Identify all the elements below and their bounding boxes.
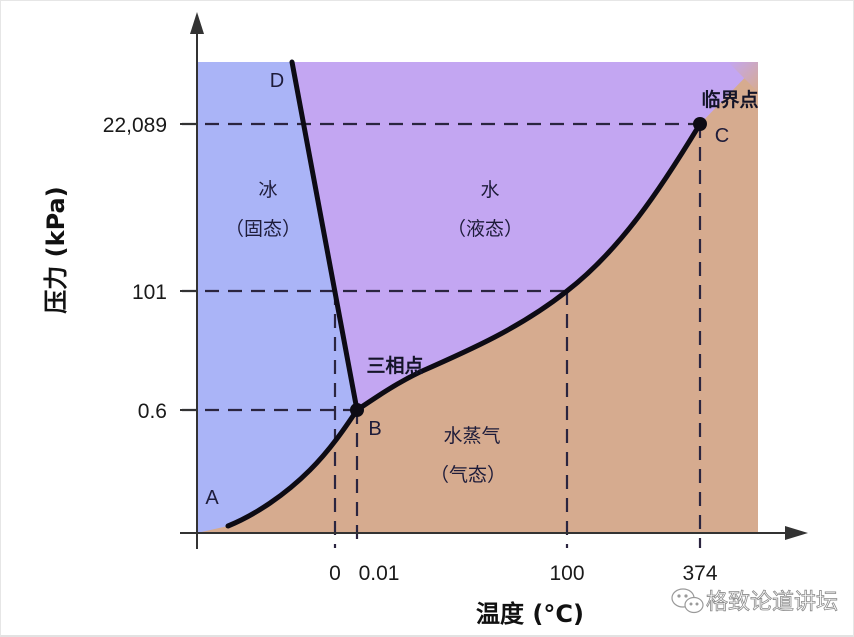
critical-point-marker xyxy=(693,117,707,131)
solid-region-name: 冰 xyxy=(258,179,277,201)
liquid-region-name: 水 xyxy=(480,179,499,201)
point-label-D: D xyxy=(270,70,284,92)
watermark-text: 格致论道讲坛 xyxy=(706,590,838,615)
y-tick-label: 101 xyxy=(132,281,167,304)
x-tick-label: 100 xyxy=(549,562,584,585)
triple-point-label: 三相点 xyxy=(366,355,423,377)
solid-region-state: （固态） xyxy=(225,218,301,240)
sublimation-curve-AB xyxy=(225,407,360,529)
liquid-region-state: （液态） xyxy=(447,218,523,240)
y-tick-label: 22,089 xyxy=(103,114,167,137)
critical-point-label: 临界点 xyxy=(701,88,758,111)
y-tick-label: 0.6 xyxy=(138,400,167,423)
point-label-C: C xyxy=(715,125,729,147)
wechat-icon xyxy=(671,588,704,614)
corner-blend xyxy=(728,62,758,92)
y-axis-arrow-icon xyxy=(190,12,204,34)
y-axis-title: 压力 (kPa) xyxy=(42,186,70,313)
x-axis-title: 温度 (°C) xyxy=(476,600,584,628)
triple-point-marker xyxy=(350,403,364,417)
guide-lines xyxy=(182,122,702,548)
point-label-A: A xyxy=(205,487,219,509)
phase-curves xyxy=(225,59,703,529)
gas-region-state: （气态） xyxy=(430,464,506,486)
axes xyxy=(180,30,790,549)
x-tick-label: 0.01 xyxy=(359,562,400,585)
vaporization-curve-BC xyxy=(354,121,703,413)
liquid-region xyxy=(292,62,758,410)
gas-region-name: 水蒸气 xyxy=(443,425,500,447)
x-axis-arrow-icon xyxy=(785,526,808,540)
x-tick-label: 0 xyxy=(329,562,341,585)
melting-curve-BD xyxy=(289,59,360,413)
point-label-B: B xyxy=(368,418,381,440)
x-tick-label: 374 xyxy=(682,562,717,585)
solid-region xyxy=(197,62,357,533)
